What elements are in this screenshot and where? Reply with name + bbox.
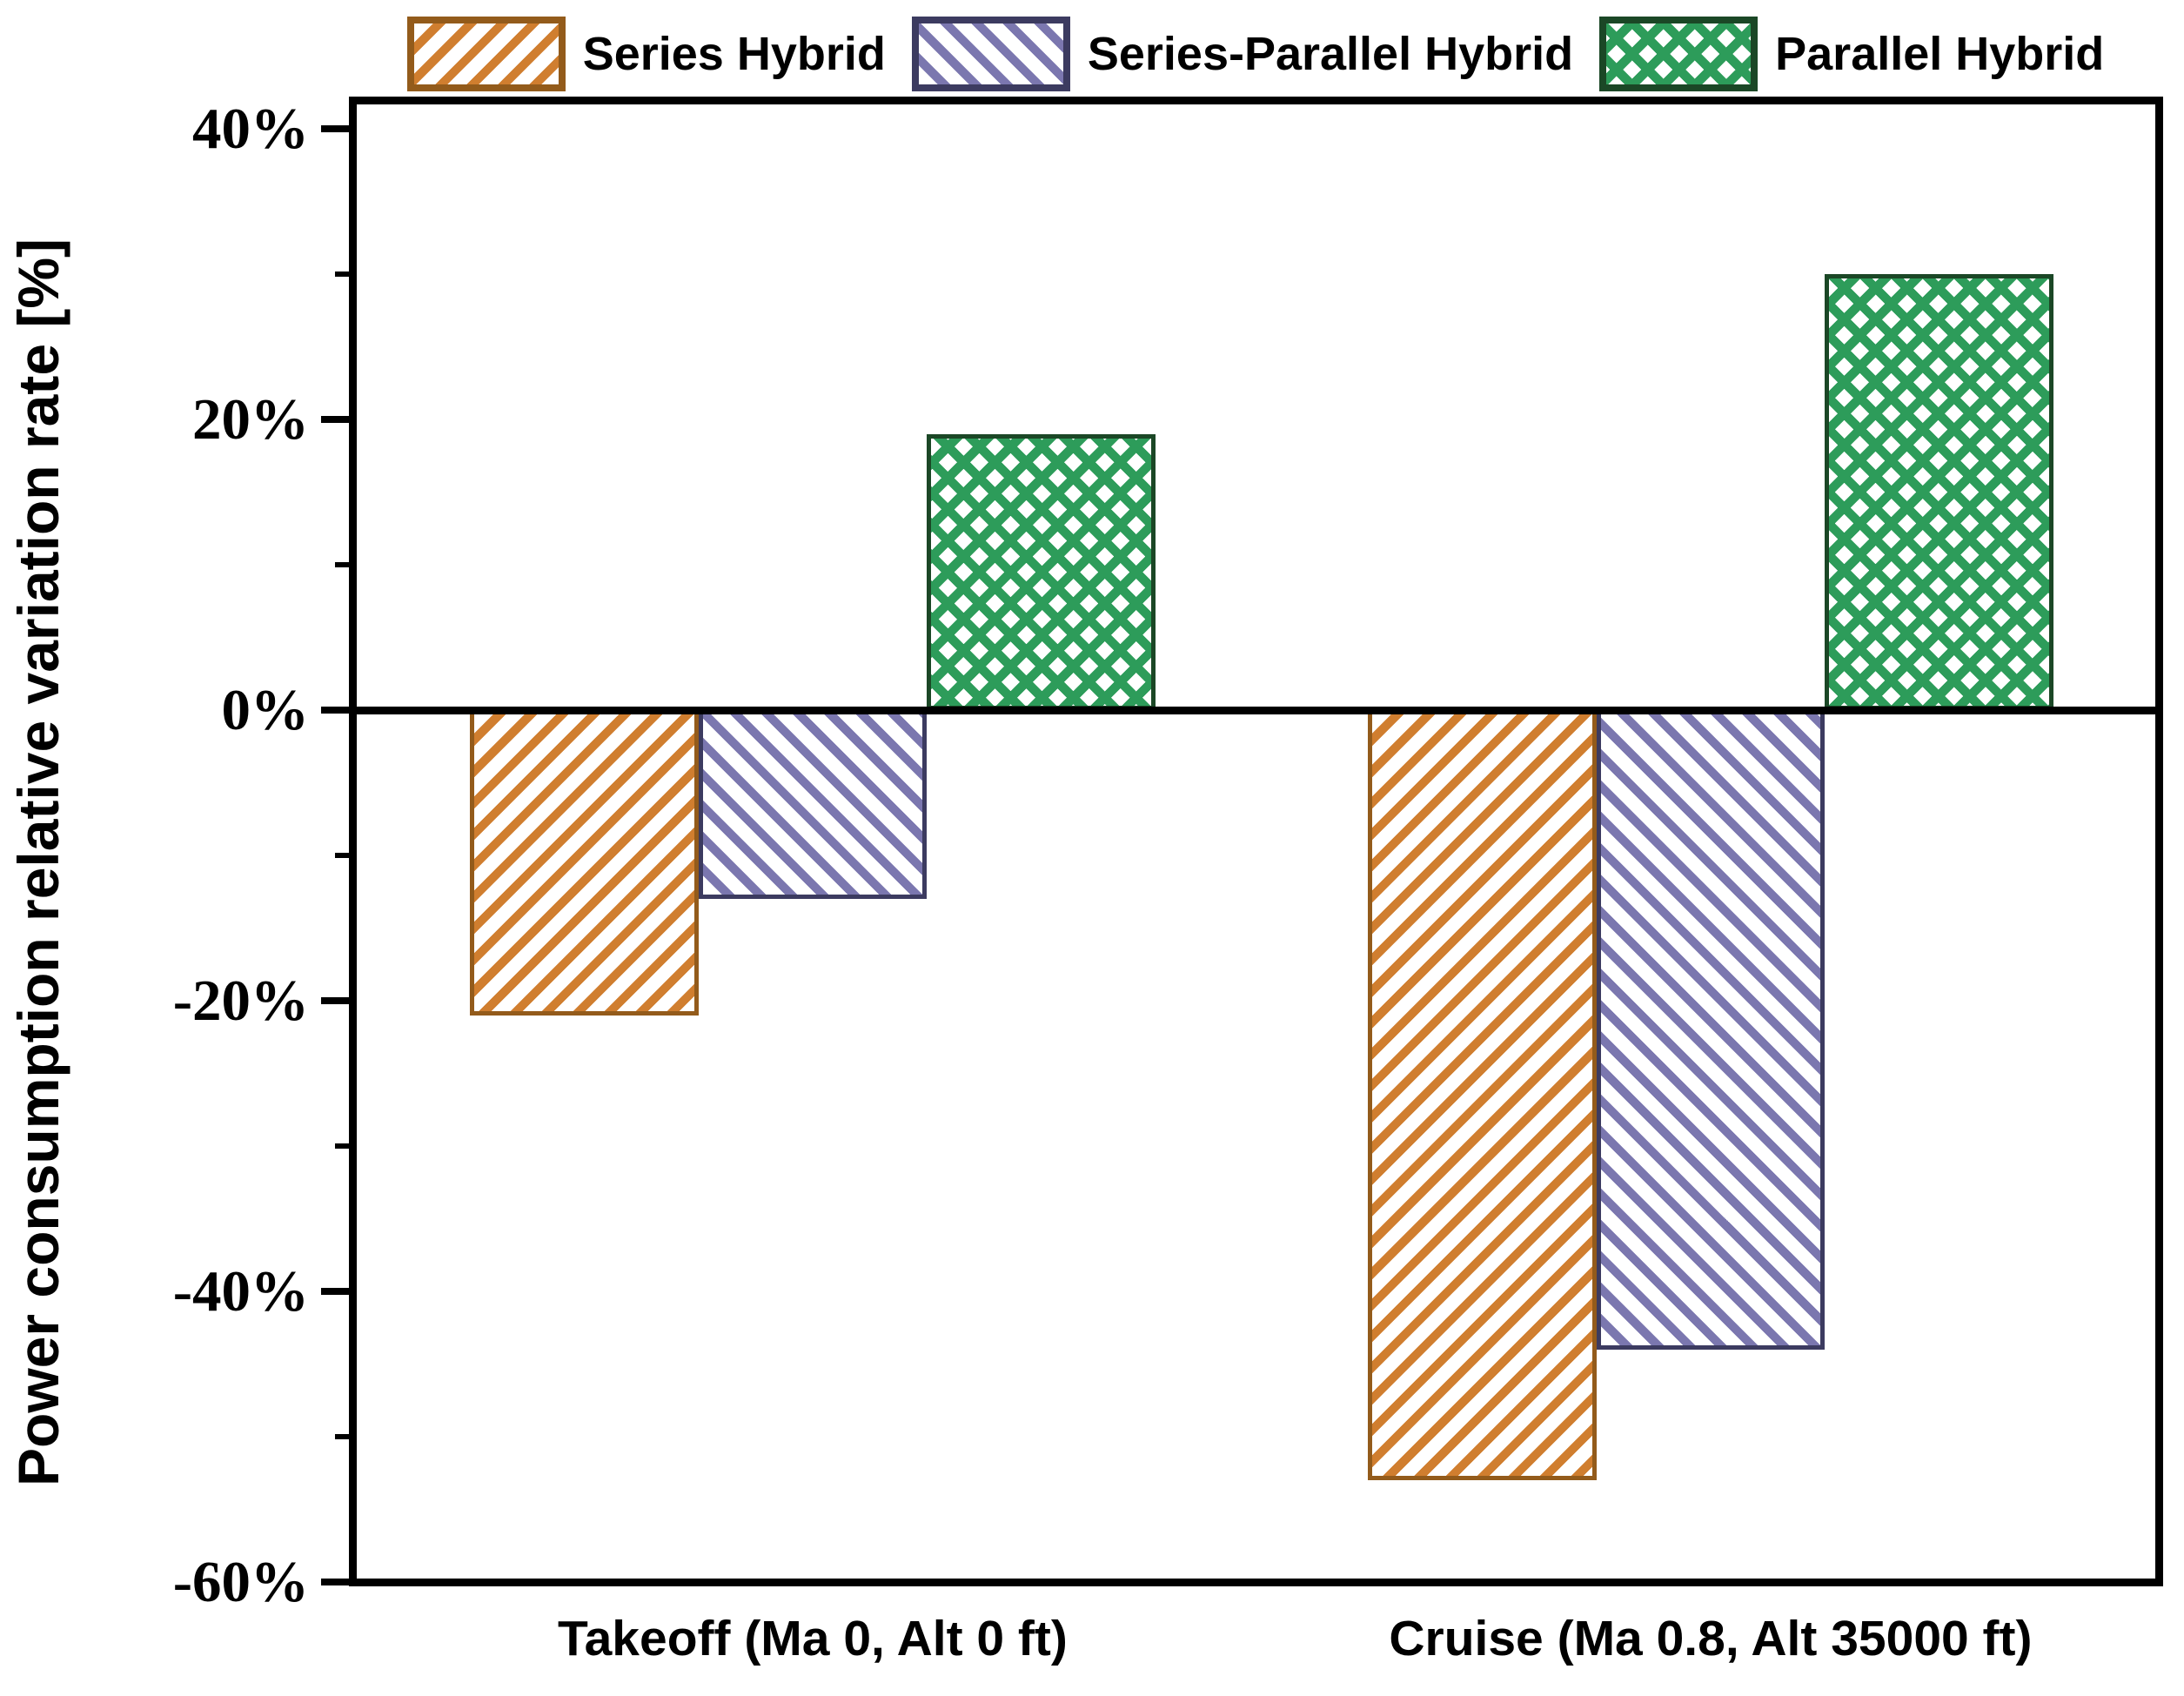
y-axis-major-tick (321, 125, 354, 133)
bar-series-hybrid-takeoff (470, 710, 699, 1016)
bar-series-parallel-hybrid-cruise (1596, 710, 1826, 1350)
legend-swatch-series-parallel-hybrid (911, 17, 1070, 91)
x-tick-label: Cruise (Ma 0.8, Alt 35000 ft) (1389, 1611, 2033, 1666)
y-axis-major-tick (321, 1579, 354, 1585)
bar-parallel-hybrid-cruise (1825, 274, 2053, 711)
y-tick-label: 20% (192, 387, 309, 452)
y-tick-label: 0% (221, 678, 310, 743)
plot-area (349, 97, 2163, 1586)
legend: Series Hybrid Series-Parallel Hybrid Par… (352, 7, 2159, 101)
y-axis-major-tick (321, 707, 354, 714)
legend-swatch-parallel-hybrid (1599, 17, 1759, 91)
y-tick-label: -60% (172, 1550, 309, 1614)
legend-label-series-parallel-hybrid: Series-Parallel Hybrid (1087, 28, 1574, 80)
bar-series-hybrid-cruise (1368, 710, 1597, 1481)
y-axis-minor-tick (335, 562, 354, 568)
legend-item-parallel-hybrid: Parallel Hybrid (1599, 17, 2104, 91)
y-tick-label: -20% (172, 969, 309, 1034)
y-tick-label: 40% (192, 97, 309, 162)
y-axis-major-tick (321, 1288, 354, 1296)
legend-item-series-parallel-hybrid: Series-Parallel Hybrid (911, 17, 1574, 91)
y-axis-minor-tick (335, 271, 354, 278)
legend-swatch-series-hybrid (406, 17, 566, 91)
y-axis-title: Power consumption relative variation rat… (6, 238, 70, 1487)
y-axis-minor-tick (335, 853, 354, 859)
zero-baseline (352, 706, 2159, 714)
legend-item-series-hybrid: Series Hybrid (406, 17, 886, 91)
x-tick-label: Takeoff (Ma 0, Alt 0 ft) (558, 1611, 1068, 1666)
y-axis-major-tick (321, 416, 354, 424)
bar-parallel-hybrid-takeoff (927, 434, 1156, 711)
y-axis-minor-tick (335, 1143, 354, 1150)
legend-label-parallel-hybrid: Parallel Hybrid (1775, 28, 2105, 80)
legend-label-series-hybrid: Series Hybrid (582, 28, 886, 80)
y-axis-minor-tick (335, 1434, 354, 1440)
bar-series-parallel-hybrid-takeoff (698, 710, 928, 900)
y-tick-label: -40% (172, 1259, 309, 1324)
y-axis-major-tick (321, 997, 354, 1005)
